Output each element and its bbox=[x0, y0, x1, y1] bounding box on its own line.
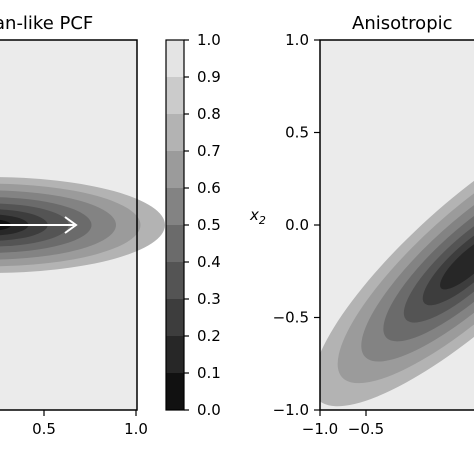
colorbar-band bbox=[166, 262, 184, 299]
colorbar-tick-label: 0.8 bbox=[197, 105, 221, 123]
right-contour-level bbox=[440, 234, 474, 290]
colorbar-band bbox=[166, 114, 184, 151]
left-panel-title: an-like PCF bbox=[0, 13, 93, 34]
right-panel-title: Anisotropic bbox=[352, 13, 453, 34]
right-y-tick-label: 1.0 bbox=[285, 31, 309, 49]
right-contours bbox=[320, 117, 474, 407]
colorbar-band bbox=[166, 188, 184, 225]
left-x-tick-label-0.5: 0.5 bbox=[32, 420, 56, 438]
colorbar-band bbox=[166, 299, 184, 336]
left-anisotropy-arrow bbox=[0, 216, 78, 234]
colorbar-tick-label: 1.0 bbox=[197, 31, 221, 49]
colorbar-bands bbox=[166, 40, 184, 410]
colorbar-band bbox=[166, 373, 184, 410]
arrow-head bbox=[64, 216, 78, 234]
colorbar-band bbox=[166, 151, 184, 188]
colorbar-tick-label: 0.4 bbox=[197, 253, 221, 271]
colorbar: 0.0 0.1 0.2 0.3 0.4 0.5 0.6 0.7 0.8 0.9 1.0 bbox=[165, 31, 221, 419]
colorbar-band bbox=[166, 225, 184, 262]
right-y-tick-label: 0.5 bbox=[285, 124, 309, 142]
colorbar-band bbox=[166, 336, 184, 373]
colorbar-tick-label: 0.9 bbox=[197, 68, 221, 86]
right-x-tick-label: −0.5 bbox=[348, 420, 384, 438]
left-plot-frame bbox=[0, 39, 138, 411]
colorbar-tick-label: 0.6 bbox=[197, 179, 221, 197]
right-y-tick-label: 0.0 bbox=[285, 216, 309, 234]
left-x-tick-label-1.0: 1.0 bbox=[124, 420, 148, 438]
colorbar-band bbox=[166, 40, 184, 77]
right-y-ticks: 1.0 0.5 0.0 −0.5 −1.0 bbox=[273, 31, 320, 419]
right-y-tick-label: −1.0 bbox=[273, 401, 309, 419]
right-x-tick-label: −1.0 bbox=[302, 420, 338, 438]
left-panel: an-like PCF 0.5 1.0 bbox=[0, 13, 165, 438]
right-y-tick-label: −0.5 bbox=[273, 309, 309, 327]
colorbar-tick-label: 0.5 bbox=[197, 216, 221, 234]
right-x-ticks: −1.0 −0.5 bbox=[302, 410, 384, 438]
colorbar-tick-label: 0.7 bbox=[197, 142, 221, 160]
colorbar-tick-label: 0.3 bbox=[197, 290, 221, 308]
left-contours bbox=[0, 177, 165, 273]
colorbar-ticks: 0.0 0.1 0.2 0.3 0.4 0.5 0.6 0.7 0.8 0.9 1.0 bbox=[184, 31, 221, 419]
right-y-axis-label: x2 bbox=[249, 206, 266, 227]
colorbar-band bbox=[166, 77, 184, 114]
colorbar-tick-label: 0.0 bbox=[197, 401, 221, 419]
colorbar-tick-label: 0.1 bbox=[197, 364, 221, 382]
colorbar-tick-label: 0.2 bbox=[197, 327, 221, 345]
right-panel: Anisotropic x2 1.0 0.5 0.0 −0.5 −1.0 −1.0 −0.… bbox=[249, 13, 474, 438]
